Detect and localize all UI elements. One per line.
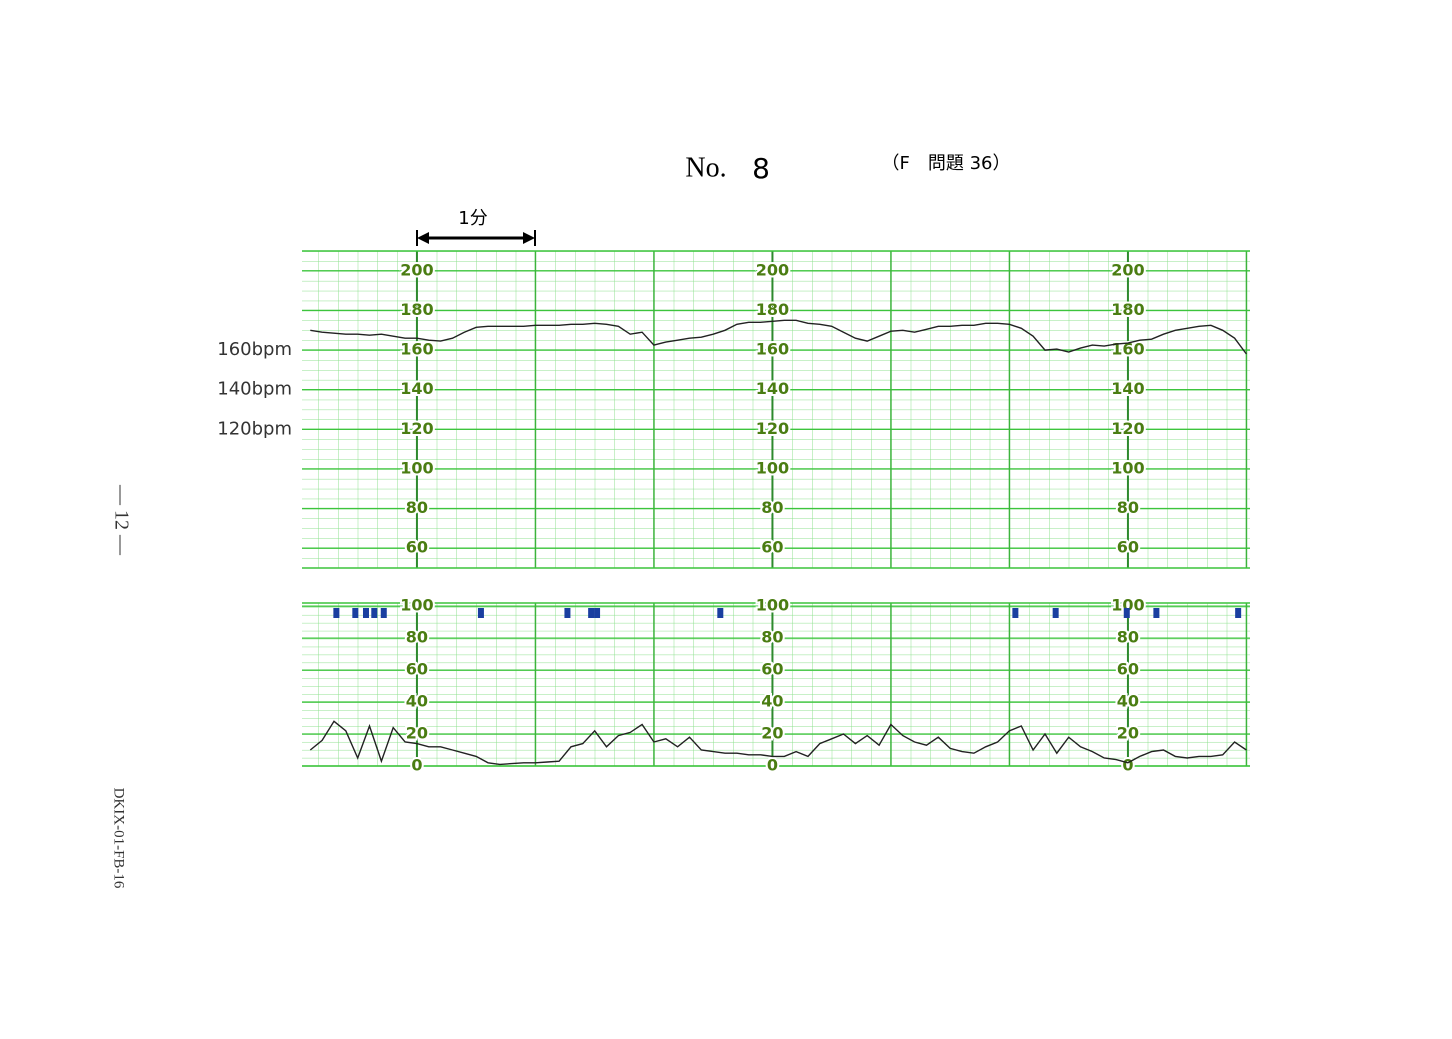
y-tick-label: 120 <box>1111 419 1144 438</box>
number-label: No. <box>685 152 726 183</box>
movement-marker <box>1235 608 1242 618</box>
minor-grid <box>302 251 1250 568</box>
movement-marker <box>1052 608 1059 618</box>
y-tick-label: 0 <box>767 756 778 775</box>
y-tick-label: 20 <box>406 724 428 743</box>
number: 8 <box>752 152 770 185</box>
y-tick-label: 120 <box>756 419 789 438</box>
movement-marker <box>333 608 340 618</box>
scale-label: 1分 <box>458 208 487 229</box>
doc-code: DKIX-01-FB-16 <box>111 788 127 889</box>
minor-grid <box>302 603 1250 766</box>
movement-marker <box>380 608 387 618</box>
y-tick-label: 100 <box>400 458 433 477</box>
movement-marker <box>564 608 571 618</box>
movement-marker <box>1012 608 1019 618</box>
bpm-label: 120bpm <box>217 418 292 439</box>
movement-marker <box>594 608 601 618</box>
y-tick-label: 80 <box>761 628 783 647</box>
y-tick-label: 120 <box>400 419 433 438</box>
bpm-label: 140bpm <box>217 379 292 400</box>
y-tick-label: 60 <box>1117 538 1139 557</box>
y-tick-label: 0 <box>1122 756 1133 775</box>
y-tick-label: 200 <box>756 260 789 279</box>
movement-marker <box>717 608 724 618</box>
bpm-label: 160bpm <box>217 339 292 360</box>
y-tick-label: 80 <box>406 498 428 517</box>
trace <box>310 319 1247 355</box>
y-tick-label: 180 <box>1111 300 1144 319</box>
y-tick-label: 20 <box>1117 724 1139 743</box>
y-tick-label: 60 <box>406 660 428 679</box>
y-tick-label: 80 <box>761 498 783 517</box>
movement-marker <box>371 608 378 618</box>
y-tick-label: 80 <box>406 628 428 647</box>
y-tick-label: 60 <box>761 538 783 557</box>
y-tick-label: 180 <box>400 300 433 319</box>
y-tick-label: 80 <box>1117 628 1139 647</box>
y-tick-label: 100 <box>756 458 789 477</box>
y-tick-label: 60 <box>761 660 783 679</box>
y-tick-label: 40 <box>1117 692 1139 711</box>
y-tick-label: 100 <box>1111 458 1144 477</box>
y-tick-label: 20 <box>761 724 783 743</box>
question: （F 問題 36） <box>882 153 1011 174</box>
y-tick-label: 80 <box>1117 498 1139 517</box>
y-tick-label: 160 <box>756 340 789 359</box>
movement-marker <box>588 608 595 618</box>
y-tick-label: 100 <box>756 596 789 615</box>
movement-marker <box>477 608 484 618</box>
movement-marker <box>352 608 359 618</box>
scale-arrow <box>416 230 536 246</box>
y-tick-label: 40 <box>406 692 428 711</box>
y-tick-label: 0 <box>411 756 422 775</box>
y-tick-label: 160 <box>400 340 433 359</box>
y-tick-label: 140 <box>756 379 789 398</box>
movement-marker <box>362 608 369 618</box>
y-tick-label: 200 <box>1111 260 1144 279</box>
y-tick-label: 200 <box>400 260 433 279</box>
y-tick-label: 100 <box>400 596 433 615</box>
y-tick-label: 100 <box>1111 596 1144 615</box>
y-tick-label: 40 <box>761 692 783 711</box>
y-tick-label: 60 <box>406 538 428 557</box>
y-tick-label: 180 <box>756 300 789 319</box>
movement-marker <box>1123 608 1130 618</box>
page-number: — 12 — <box>110 484 132 556</box>
movement-marker <box>1153 608 1160 618</box>
y-tick-label: 60 <box>1117 660 1139 679</box>
trace <box>309 720 1247 766</box>
y-tick-label: 140 <box>1111 379 1144 398</box>
y-tick-label: 140 <box>400 379 433 398</box>
